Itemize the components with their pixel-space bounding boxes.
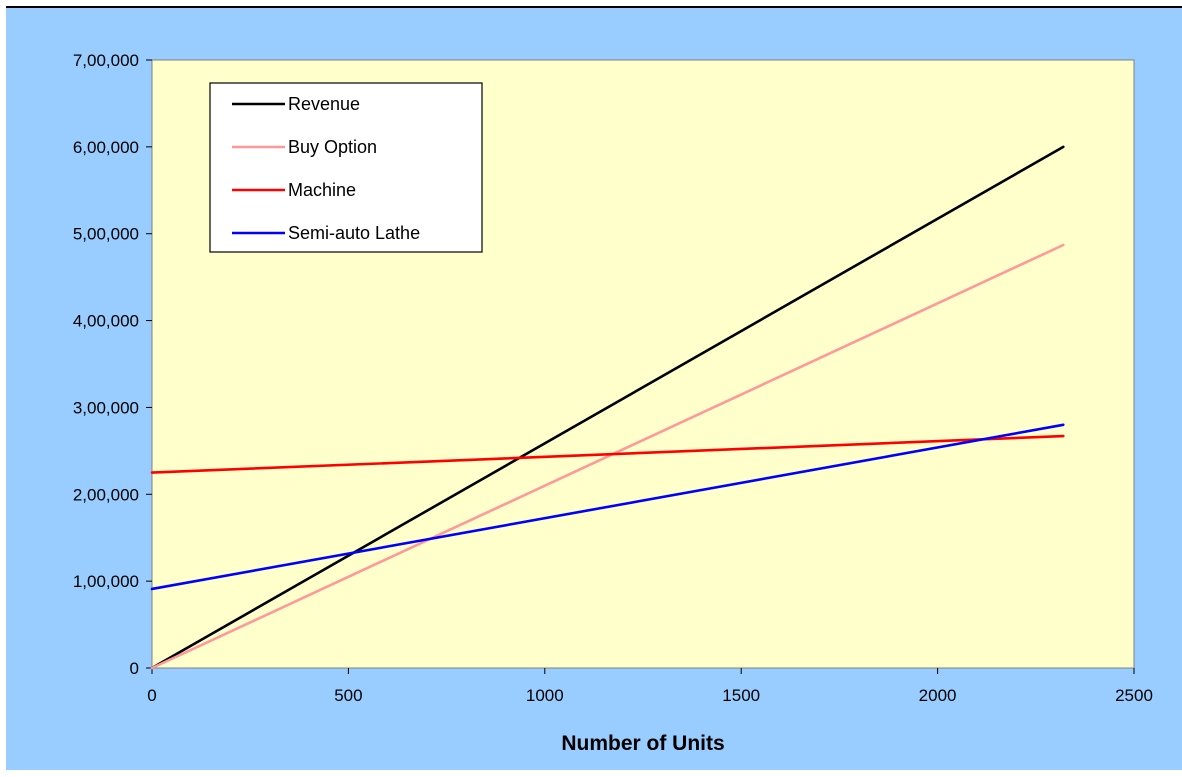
- chart-frame: 0 1,00,000 2,00,000 3,00,000 4,00,000 5,00,00…: [6, 6, 1182, 770]
- y-axis: 0 1,00,000 2,00,000 3,00,000 4,00,000 5,00,00…: [73, 51, 152, 678]
- x-axis: 0 500 1000 1500 2000 2500: [147, 668, 1153, 705]
- x-tick-label: 0: [147, 686, 156, 705]
- y-tick-label: 4,00,000: [73, 312, 139, 331]
- chart: 0 1,00,000 2,00,000 3,00,000 4,00,000 5,00,00…: [73, 51, 1153, 755]
- legend-label: Semi-auto Lathe: [288, 223, 420, 243]
- x-tick-label: 2000: [919, 686, 957, 705]
- legend-label: Machine: [288, 180, 356, 200]
- x-tick-label: 2500: [1115, 686, 1153, 705]
- legend-label: Buy Option: [288, 137, 377, 157]
- series-line-machine: [150, 434, 1065, 474]
- y-tick-label: 3,00,000: [73, 398, 139, 417]
- y-tick-label: 5,00,000: [73, 225, 139, 244]
- y-tick-label: 1,00,000: [73, 572, 139, 591]
- x-tick-label: 1500: [722, 686, 760, 705]
- series-layer: [150, 145, 1065, 670]
- y-tick-label: 7,00,000: [73, 51, 139, 70]
- legend: Revenue Buy Option Machine Semi-auto Lathe: [209, 82, 483, 253]
- y-tick-label: 2,00,000: [73, 485, 139, 504]
- series-line-revenue: [150, 145, 1065, 670]
- y-tick-label: 6,00,000: [73, 138, 139, 157]
- x-axis-label: Number of Units: [561, 732, 724, 755]
- series-line-buy-option: [150, 243, 1065, 670]
- series-line-semi-auto-lathe: [150, 423, 1065, 591]
- y-tick-label: 0: [130, 659, 139, 678]
- legend-box: [209, 82, 483, 253]
- x-tick-label: 1000: [526, 686, 564, 705]
- legend-label: Revenue: [288, 94, 360, 114]
- x-tick-label: 500: [334, 686, 362, 705]
